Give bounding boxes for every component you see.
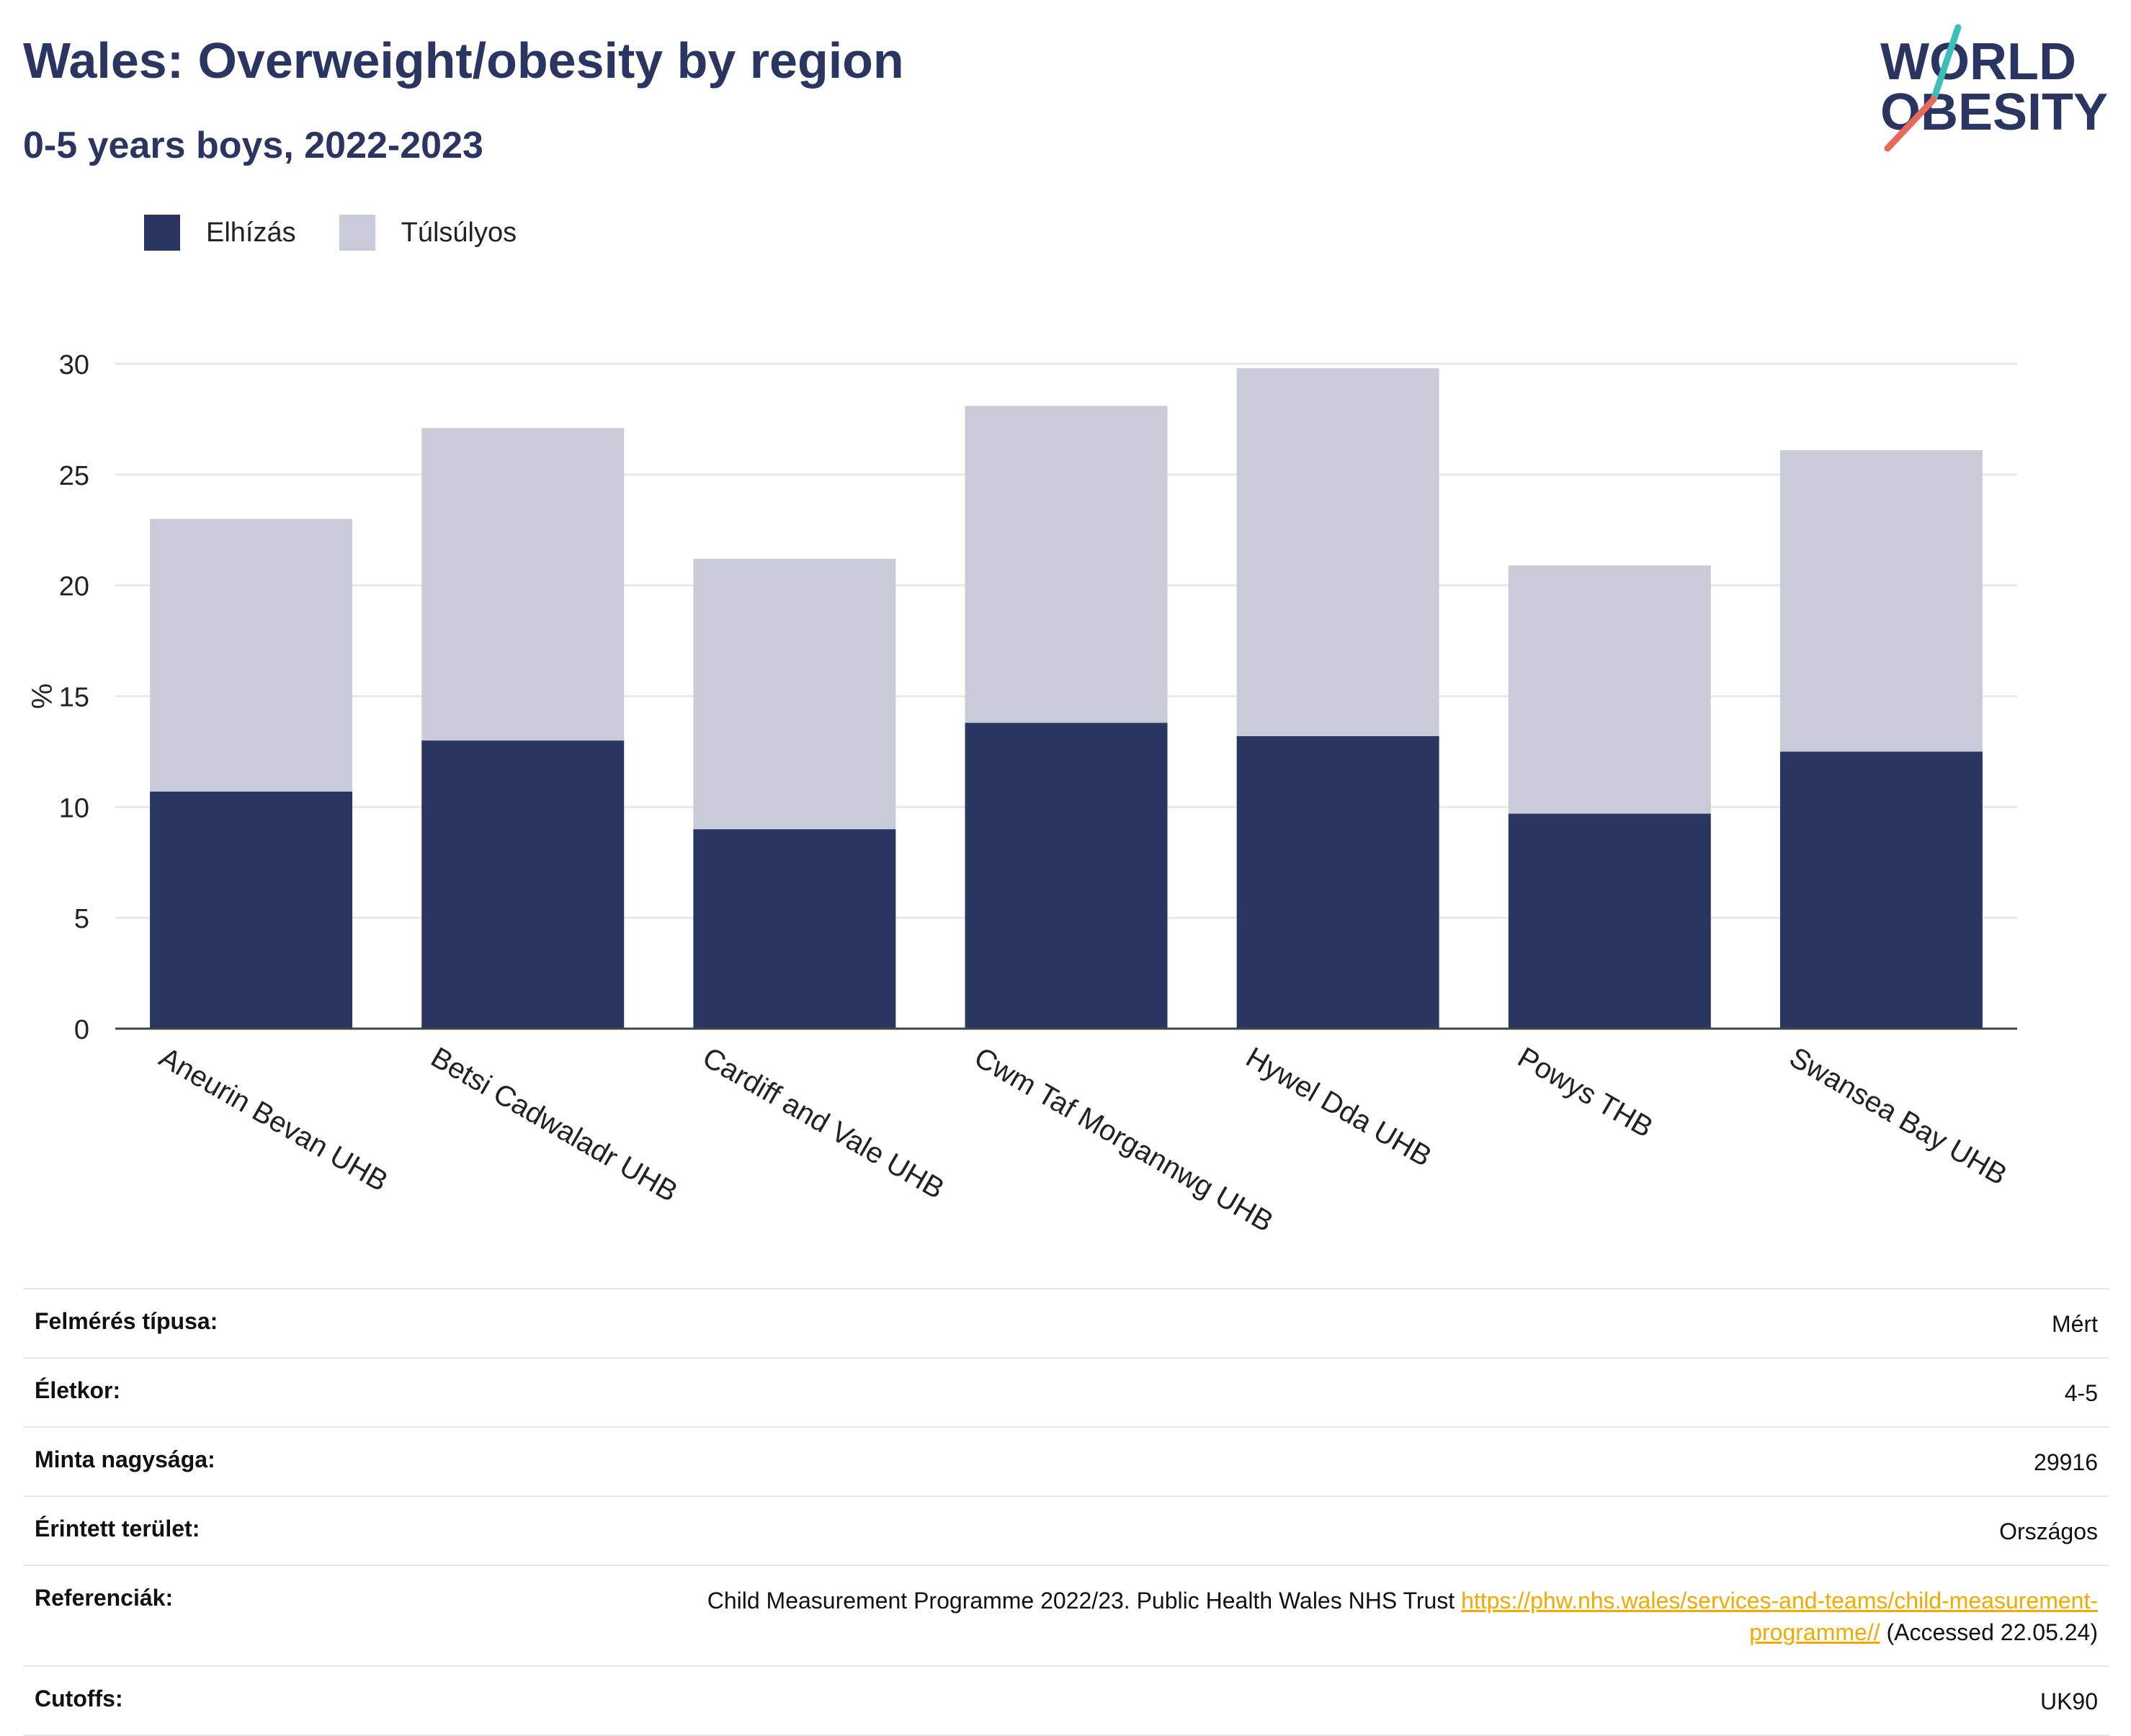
y-tick-label: 10: [59, 793, 89, 823]
chart-subtitle: 0-5 years boys, 2022-2023: [23, 125, 483, 166]
y-tick-label: 5: [74, 904, 89, 934]
legend-label-tulsulyos: Túlsúlyos: [401, 217, 517, 248]
meta-row-references: Referenciák: Child Measurement Programme…: [23, 1566, 2109, 1667]
meta-value-reference: Child Measurement Programme 2022/23. Pub…: [657, 1585, 2098, 1648]
meta-key: Érintett terület:: [35, 1516, 200, 1542]
logo-line2: OBESITY: [1880, 84, 2108, 141]
x-tick-label: Hywel Dda UHB: [1241, 1042, 1437, 1173]
logo-slash-teal: [1930, 24, 1962, 103]
meta-key: Minta nagysága:: [35, 1446, 215, 1472]
meta-row-sample-size: Minta nagysága: 29916: [23, 1428, 2109, 1497]
bar-tulsulyos: [150, 519, 353, 792]
meta-key: Cutoffs:: [35, 1686, 123, 1712]
bar-elhizas: [965, 722, 1168, 1029]
x-tick-label: Aneurin Bevan UHB: [154, 1042, 393, 1198]
bar-tulsulyos: [1779, 449, 1983, 752]
bar-elhizas: [1508, 813, 1711, 1029]
meta-value: Mért: [2052, 1311, 2098, 1337]
meta-value: 29916: [2034, 1449, 2098, 1475]
meta-value: UK90: [2040, 1688, 2098, 1714]
y-tick-label: 15: [59, 683, 89, 713]
bars: [150, 368, 1983, 1029]
bar-elhizas: [1779, 751, 1983, 1029]
meta-value: Országos: [1999, 1518, 2098, 1544]
legend-label-elhizas: Elhízás: [206, 217, 296, 248]
meta-row-cutoffs: Cutoffs: UK90: [23, 1667, 2109, 1736]
x-tick-label: Swansea Bay UHB: [1784, 1042, 2012, 1191]
x-tick-label: Cardiff and Vale UHB: [697, 1042, 950, 1205]
logo-slash-coral: [1884, 96, 1937, 152]
meta-key: Referenciák:: [35, 1585, 174, 1611]
stacked-bar-chart: 0 5 10 15 20 25 30% Aneurin Bevan UHB Betsi Cadw…: [27, 350, 2017, 1238]
world-obesity-logo: WORLD OBESITY: [1880, 24, 2108, 152]
bar-tulsulyos: [421, 428, 625, 741]
x-tick-label: Cwm Taf Morgannwg UHB: [969, 1042, 1278, 1238]
meta-key: Életkor:: [35, 1377, 121, 1403]
meta-row-area: Érintett terület: Országos: [23, 1497, 2109, 1566]
bar-elhizas: [693, 829, 896, 1029]
meta-value: 4-5: [2064, 1380, 2098, 1406]
legend-swatch-elhizas: [144, 215, 180, 251]
bar-tulsulyos: [965, 406, 1168, 723]
meta-row-age: Életkor: 4-5: [23, 1359, 2109, 1428]
legend-item-tulsulyos[interactable]: Túlsúlyos: [339, 215, 517, 251]
x-tick-label: Powys THB: [1512, 1042, 1658, 1144]
bar-tulsulyos: [1508, 565, 1711, 814]
bar-tulsulyos: [693, 558, 896, 830]
reference-text: Child Measurement Programme 2022/23. Pub…: [707, 1588, 1455, 1614]
bar-elhizas: [421, 741, 625, 1029]
reference-link[interactable]: https://phw.nhs.wales/services-and-teams…: [1461, 1588, 2098, 1645]
reference-accessed: (Accessed 22.05.24): [1886, 1619, 2099, 1645]
bar-elhizas: [150, 791, 353, 1029]
y-tick-label: 20: [59, 572, 89, 602]
bar-tulsulyos: [1236, 368, 1439, 736]
bar-elhizas: [1236, 735, 1439, 1029]
y-axis-label: %: [27, 684, 58, 710]
chart-title: Wales: Overweight/obesity by region: [23, 32, 904, 89]
legend-item-elhizas[interactable]: Elhízás: [144, 215, 296, 251]
meta-key: Felmérés típusa:: [35, 1308, 218, 1334]
metadata-table: Felmérés típusa: Mért Életkor: 4-5 Minta…: [23, 1288, 2109, 1736]
y-tick-label: 30: [59, 350, 89, 380]
logo-line1: WORLD: [1880, 33, 2076, 91]
chart-legend: Elhízás Túlsúlyos: [144, 215, 560, 251]
y-tick-label: 0: [74, 1015, 89, 1045]
meta-row-survey-type: Felmérés típusa: Mért: [23, 1289, 2109, 1359]
x-tick-label: Betsi Cadwaladr UHB: [426, 1042, 683, 1209]
y-tick-label: 25: [59, 461, 89, 491]
legend-swatch-tulsulyos: [339, 215, 375, 251]
